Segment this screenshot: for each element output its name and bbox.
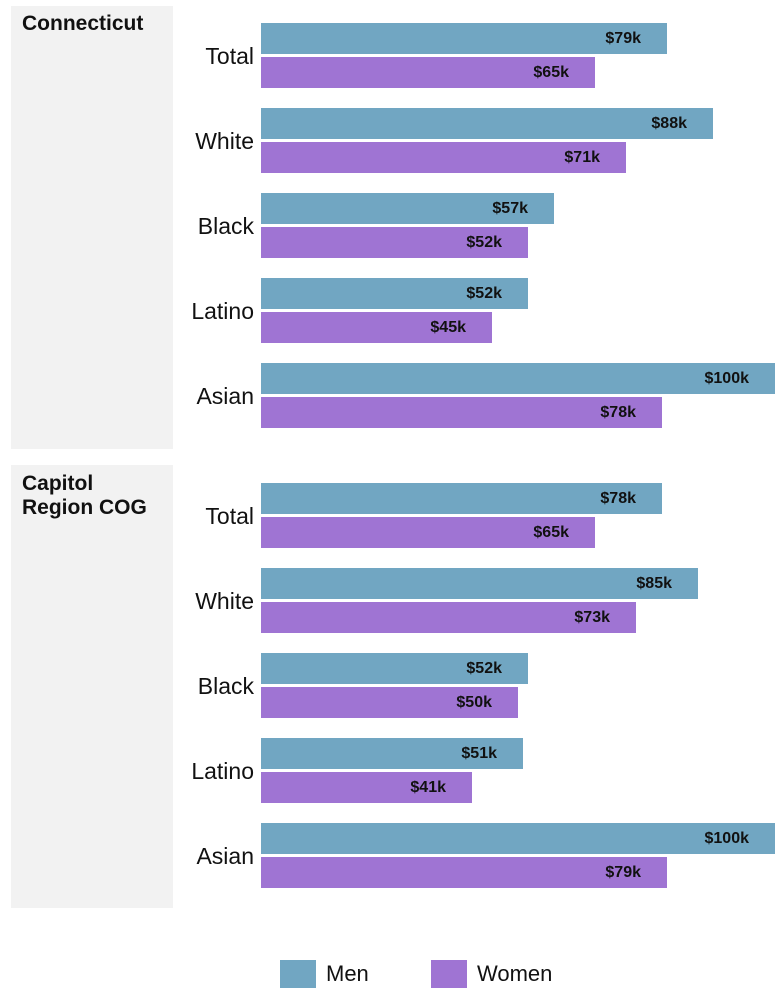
bar-value-label: $51k: [461, 738, 497, 769]
category-label-total: Total: [134, 502, 254, 530]
bar-value-label: $88k: [651, 108, 687, 139]
category-label-total: Total: [134, 42, 254, 70]
bar-value-label: $52k: [466, 278, 502, 309]
category-label-black: Black: [134, 672, 254, 700]
bar-value-label: $57k: [492, 193, 528, 224]
bar-men-asian: $100k: [261, 363, 775, 394]
category-label-asian: Asian: [134, 382, 254, 410]
bar-value-label: $85k: [636, 568, 672, 599]
bar-women-asian: $78k: [261, 397, 662, 428]
bar-value-label: $45k: [430, 312, 466, 343]
legend: Men Women: [0, 960, 783, 988]
bar-value-label: $78k: [600, 483, 636, 514]
bar-value-label: $71k: [564, 142, 600, 173]
legend-item-men: Men: [280, 960, 369, 988]
bar-women-latino: $45k: [261, 312, 492, 343]
bar-value-label: $79k: [605, 857, 641, 888]
bar-men-asian: $100k: [261, 823, 775, 854]
category-label-asian: Asian: [134, 842, 254, 870]
bar-women-latino: $41k: [261, 772, 472, 803]
bar-women-total: $65k: [261, 517, 595, 548]
bar-women-white: $71k: [261, 142, 626, 173]
bar-value-label: $73k: [574, 602, 610, 633]
category-label-latino: Latino: [134, 757, 254, 785]
bar-value-label: $79k: [605, 23, 641, 54]
legend-item-women: Women: [431, 960, 552, 988]
bar-men-white: $88k: [261, 108, 713, 139]
bar-women-white: $73k: [261, 602, 636, 633]
bar-value-label: $100k: [705, 363, 750, 394]
legend-swatch-women: [431, 960, 467, 988]
bar-men-latino: $52k: [261, 278, 528, 309]
bar-value-label: $65k: [533, 57, 569, 88]
bar-value-label: $41k: [410, 772, 446, 803]
bar-women-asian: $79k: [261, 857, 667, 888]
bar-men-total: $78k: [261, 483, 662, 514]
bar-women-black: $50k: [261, 687, 518, 718]
bar-value-label: $78k: [600, 397, 636, 428]
category-label-latino: Latino: [134, 297, 254, 325]
category-label-black: Black: [134, 212, 254, 240]
legend-swatch-men: [280, 960, 316, 988]
bar-men-latino: $51k: [261, 738, 523, 769]
bar-men-black: $57k: [261, 193, 554, 224]
bar-women-black: $52k: [261, 227, 528, 258]
bar-value-label: $52k: [466, 227, 502, 258]
legend-label: Women: [477, 961, 552, 987]
bar-men-white: $85k: [261, 568, 698, 599]
bar-value-label: $52k: [466, 653, 502, 684]
bar-women-total: $65k: [261, 57, 595, 88]
bar-men-black: $52k: [261, 653, 528, 684]
bar-value-label: $100k: [705, 823, 750, 854]
panel-title: Connecticut: [22, 12, 172, 36]
category-label-white: White: [134, 587, 254, 615]
bar-men-total: $79k: [261, 23, 667, 54]
bar-value-label: $50k: [456, 687, 492, 718]
category-label-white: White: [134, 127, 254, 155]
bar-value-label: $65k: [533, 517, 569, 548]
legend-label: Men: [326, 961, 369, 987]
